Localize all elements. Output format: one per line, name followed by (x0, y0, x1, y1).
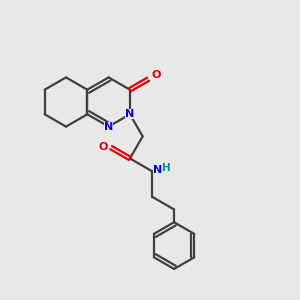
Text: O: O (99, 142, 108, 152)
Text: N: N (104, 122, 113, 132)
Text: H: H (162, 163, 171, 172)
Text: N: N (153, 165, 162, 175)
Text: N: N (125, 109, 134, 119)
Text: O: O (151, 70, 160, 80)
